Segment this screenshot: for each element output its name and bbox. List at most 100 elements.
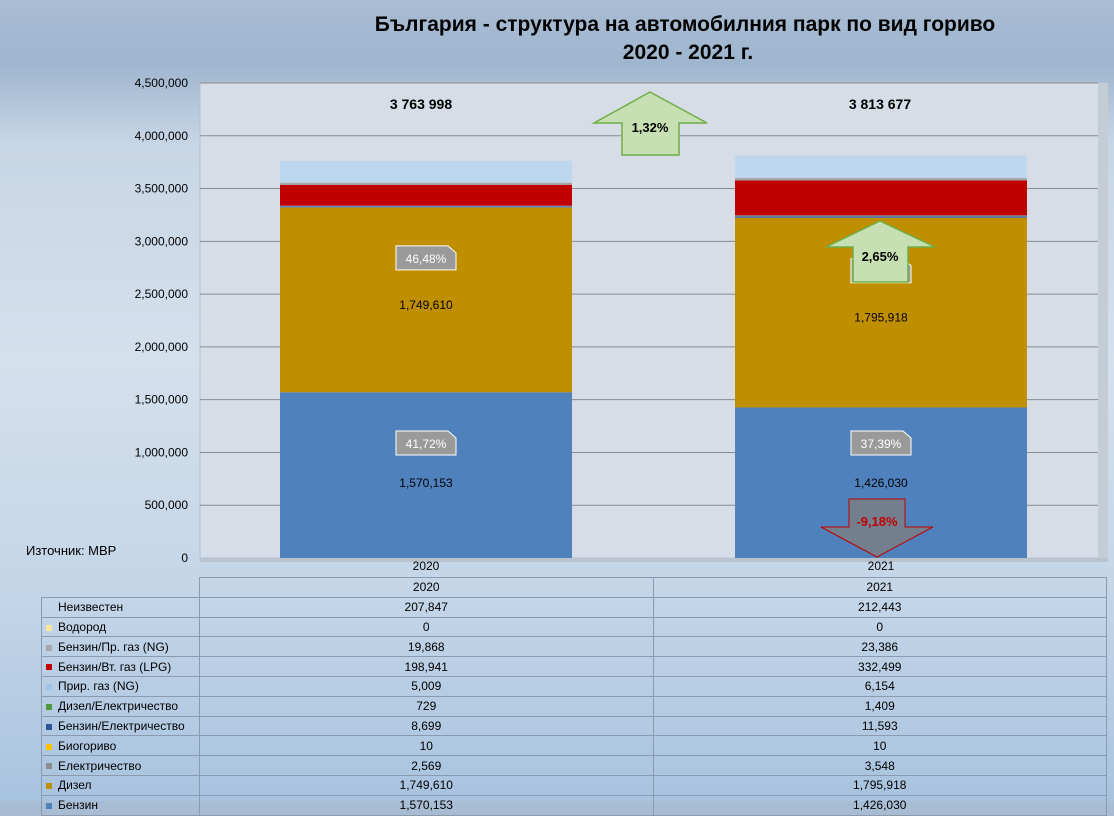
bar-segment <box>280 183 572 185</box>
chart-title-line1: България - структура на автомобилния пар… <box>375 13 996 36</box>
value-label: 1,426,030 <box>854 476 908 490</box>
y-tick-label: 1,500,000 <box>135 393 189 407</box>
legend-key <box>46 724 52 730</box>
series-name: Бензин/Вт. газ (LPG) <box>58 660 171 674</box>
table-value-cell: 1,570,153 <box>200 795 654 815</box>
bar-segment <box>735 180 1027 215</box>
source-note: Източник: МВР <box>26 543 116 558</box>
table-value-cell: 8,699 <box>200 716 654 736</box>
table-value-cell: 23,386 <box>653 637 1107 657</box>
legend-key <box>46 763 52 769</box>
x-category-label: 2020 <box>413 559 440 573</box>
series-name-cell: Дизел/Електричество <box>42 696 200 716</box>
bar-segment <box>735 178 1027 180</box>
table-value-cell: 11,593 <box>653 716 1107 736</box>
value-label: 1,570,153 <box>399 476 453 490</box>
legend-key <box>46 704 52 710</box>
value-label: 1,749,610 <box>399 298 453 312</box>
y-tick-label: 1,000,000 <box>135 445 189 459</box>
series-name: Прир. газ (NG) <box>58 679 139 693</box>
legend-key <box>46 783 52 789</box>
table-value-cell: 10 <box>200 736 654 756</box>
diesel-change-label: 2,65% <box>862 249 899 264</box>
series-name: Бензин <box>58 798 98 812</box>
legend-key <box>46 744 52 750</box>
series-name-cell: Водород <box>42 617 200 637</box>
table-value-cell: 6,154 <box>653 676 1107 696</box>
series-name-cell: Бензин <box>42 795 200 815</box>
series-name-cell: Бензин/Електричество <box>42 716 200 736</box>
y-tick-label: 2,000,000 <box>135 340 189 354</box>
petrol-change-label: -9,18% <box>856 514 898 529</box>
table-value-cell: 1,795,918 <box>653 775 1107 795</box>
table-value-cell: 5,009 <box>200 676 654 696</box>
series-name-cell: Дизел <box>42 775 200 795</box>
series-name-cell: Прир. газ (NG) <box>42 676 200 696</box>
bar-segment <box>280 206 572 207</box>
table-header-row: 2020 2021 <box>42 578 1107 598</box>
bar-segment <box>735 216 1027 217</box>
plot-area-floor <box>200 558 1108 562</box>
series-name-cell: Електричество <box>42 756 200 776</box>
y-tick-label: 3,500,000 <box>135 182 189 196</box>
y-axis-ticks: 0 500,000 1,000,000 1,500,000 2,000,000 2,500… <box>135 76 189 565</box>
table-value-cell: 729 <box>200 696 654 716</box>
series-name-cell: Биогориво <box>42 736 200 756</box>
table-value-cell: 2,569 <box>200 756 654 776</box>
table-value-cell: 212,443 <box>653 597 1107 617</box>
series-name-cell: Бензин/Пр. газ (NG) <box>42 637 200 657</box>
table-value-cell: 0 <box>200 617 654 637</box>
series-name: Биогориво <box>58 739 116 753</box>
y-tick-label: 4,000,000 <box>135 129 189 143</box>
total-label-2021: 3 813 677 <box>849 96 911 112</box>
x-category-label: 2021 <box>868 559 895 573</box>
plot-area-depth-right <box>1098 83 1108 558</box>
y-tick-label: 0 <box>181 551 188 565</box>
table-value-cell: 1,749,610 <box>200 775 654 795</box>
legend-key <box>46 803 52 809</box>
bar-segment <box>735 156 1027 178</box>
series-name-cell: Неизвестен <box>42 597 200 617</box>
series-name: Водород <box>58 620 106 634</box>
y-tick-label: 3,000,000 <box>135 234 189 248</box>
legend-key <box>46 684 52 690</box>
bar-segment <box>735 216 1027 217</box>
total-change-label: 1,32% <box>632 120 669 135</box>
bar-segment <box>280 161 572 183</box>
legend-key <box>46 664 52 670</box>
share-label: 46,48% <box>406 252 447 266</box>
chart-title-line2: 2020 - 2021 г. <box>623 41 753 64</box>
legend-key <box>46 645 52 651</box>
table-value-cell: 1,426,030 <box>653 795 1107 815</box>
share-label: 37,39% <box>861 437 902 451</box>
table-value-cell: 1,409 <box>653 696 1107 716</box>
table-col-2020: 2020 <box>200 578 654 598</box>
table-value-cell: 198,941 <box>200 657 654 677</box>
legend-key <box>46 605 52 611</box>
table-corner <box>42 578 200 598</box>
table-value-cell: 3,548 <box>653 756 1107 776</box>
y-tick-label: 4,500,000 <box>135 76 189 90</box>
share-label: 41,72% <box>406 437 447 451</box>
series-name: Бензин/Пр. газ (NG) <box>58 640 169 654</box>
table-value-cell: 332,499 <box>653 657 1107 677</box>
total-label-2020: 3 763 998 <box>390 96 452 112</box>
series-name: Бензин/Електричество <box>58 719 185 733</box>
series-name: Дизел <box>58 778 91 792</box>
series-name: Неизвестен <box>58 600 123 614</box>
series-name: Електричество <box>58 759 141 773</box>
y-tick-label: 500,000 <box>145 498 189 512</box>
y-tick-label: 2,500,000 <box>135 287 189 301</box>
